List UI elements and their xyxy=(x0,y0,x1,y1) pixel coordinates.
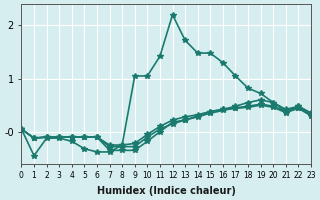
X-axis label: Humidex (Indice chaleur): Humidex (Indice chaleur) xyxy=(97,186,236,196)
